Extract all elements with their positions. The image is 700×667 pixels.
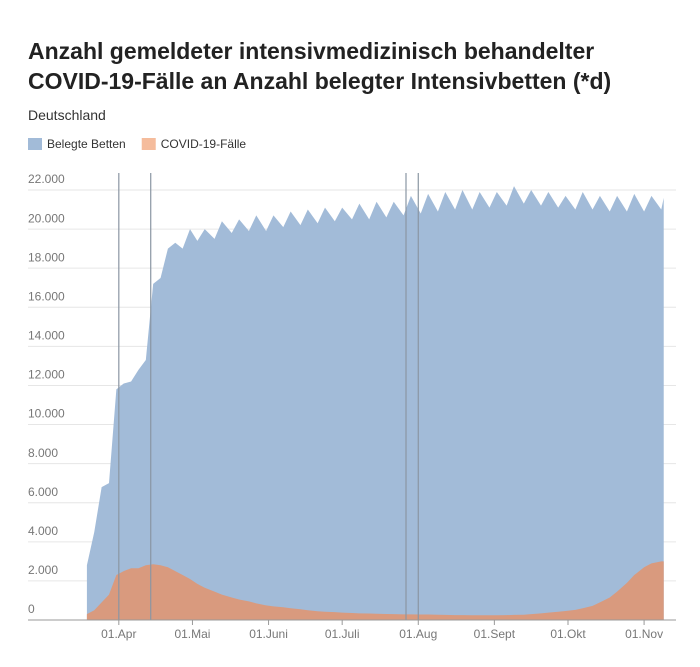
y-tick-label: 8.000 bbox=[28, 446, 58, 460]
x-tick-label: 01.Apr bbox=[101, 627, 136, 641]
y-tick-label: 2.000 bbox=[28, 563, 58, 577]
y-tick-label: 10.000 bbox=[28, 407, 65, 421]
x-tick-label: 01.Mai bbox=[174, 627, 210, 641]
x-tick-label: 01.Juli bbox=[325, 627, 360, 641]
x-tick-label: 01.Sept bbox=[474, 627, 516, 641]
y-tick-label: 12.000 bbox=[28, 368, 65, 382]
area bbox=[86, 561, 664, 620]
y-tick-label: 14.000 bbox=[28, 329, 65, 343]
chart-subtitle: Deutschland bbox=[28, 107, 106, 123]
x-tick-label: 01.Aug bbox=[399, 627, 437, 641]
y-tick-label: 22.000 bbox=[28, 172, 65, 186]
chart-title: Anzahl gemeldeter intensivmedizinisch be… bbox=[28, 38, 612, 94]
y-tick-label: 4.000 bbox=[28, 524, 58, 538]
area bbox=[86, 186, 664, 620]
x-tick-label: 01.Juni bbox=[249, 627, 288, 641]
y-tick-label: 16.000 bbox=[28, 289, 65, 303]
x-tick-label: 01.Okt bbox=[550, 627, 586, 641]
legend-swatch bbox=[28, 138, 42, 150]
y-tick-label: 6.000 bbox=[28, 485, 58, 499]
legend-label: COVID-19-Fälle bbox=[161, 137, 247, 151]
legend-swatch bbox=[141, 138, 156, 150]
x-tick-label: 01.Nov bbox=[625, 627, 663, 641]
y-tick-label: 20.000 bbox=[28, 211, 65, 225]
y-tick-label: 18.000 bbox=[28, 250, 65, 264]
legend-label: Belegte Betten bbox=[47, 137, 126, 151]
y-tick-label: 0 bbox=[28, 602, 35, 616]
